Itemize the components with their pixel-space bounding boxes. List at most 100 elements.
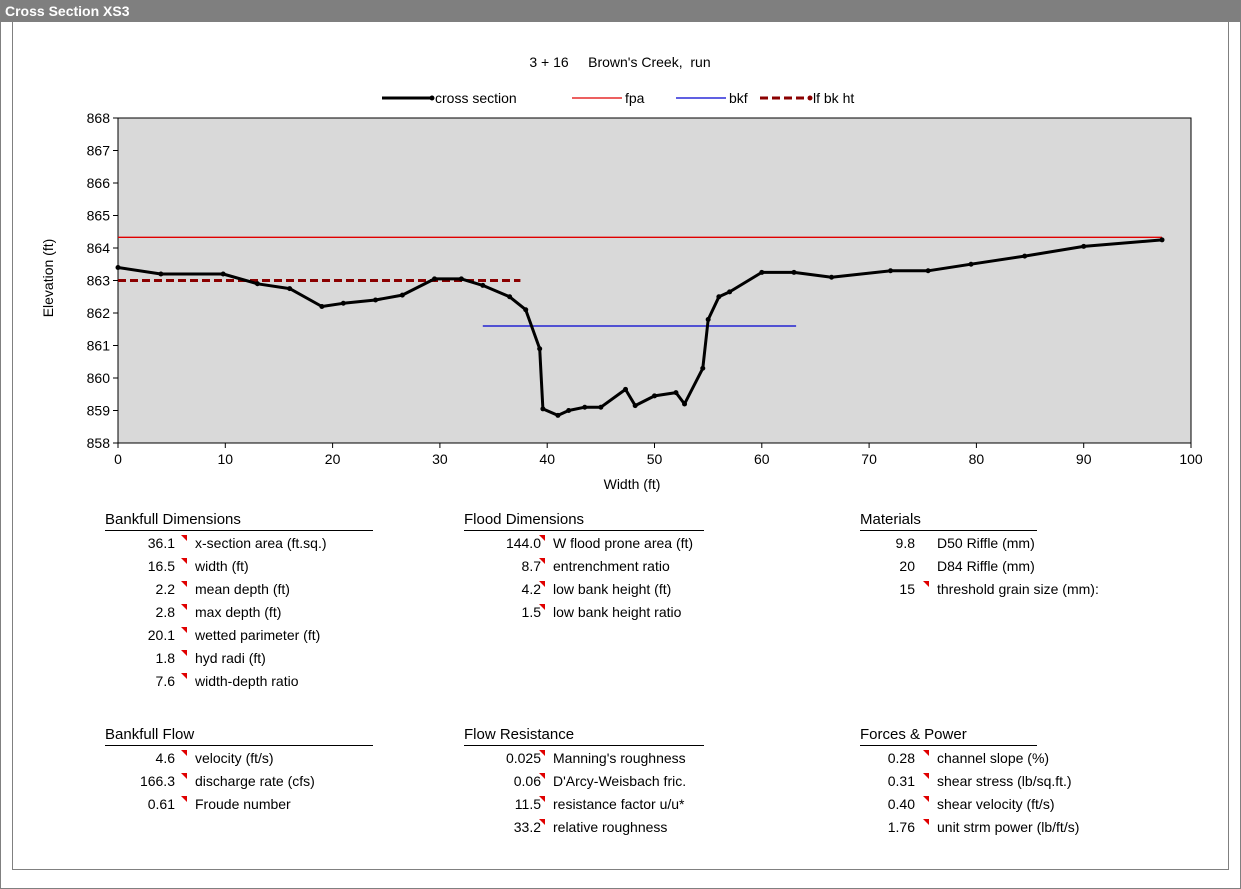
flow-resistance-row: 33.2 relative roughness: [0, 819, 1241, 842]
bankfull-flow-label: Froude number: [195, 796, 291, 812]
x-tick-label: 70: [861, 451, 877, 467]
materials-label: threshold grain size (mm):: [937, 581, 1099, 597]
series-cross-section-point: [1081, 243, 1087, 249]
forces-power-value: 0.40: [887, 796, 915, 812]
sheet-frame: [12, 22, 1229, 870]
series-cross-section-point: [537, 346, 543, 352]
series-cross-section-point: [705, 317, 711, 322]
series-cross-section-point: [582, 404, 588, 410]
bankfull-flow-label: velocity (ft/s): [195, 750, 274, 766]
series-cross-section-point: [399, 292, 405, 298]
series-cross-section-point: [319, 304, 325, 309]
series-cross-section-point: [507, 294, 513, 300]
flood-dimensions-row: 1.5 low bank height ratio: [0, 604, 1241, 627]
series-cross-section-point: [1159, 237, 1165, 243]
series-cross-section-point: [888, 268, 894, 274]
comment-flag-icon[interactable]: [539, 581, 545, 587]
series-cross-section-point: [523, 307, 529, 313]
comment-flag-icon[interactable]: [539, 819, 545, 825]
series-cross-section-point: [340, 300, 346, 306]
legend: cross section fpa bkf lf bk ht: [382, 90, 854, 106]
x-tick-label: 20: [325, 451, 341, 467]
comment-flag-icon[interactable]: [181, 581, 187, 587]
y-axis-label: Elevation (ft): [40, 239, 56, 318]
comment-flag-icon[interactable]: [539, 558, 545, 564]
series-cross-section-point: [458, 276, 464, 282]
comment-flag-icon[interactable]: [181, 535, 187, 541]
forces-power-value: 0.31: [887, 773, 915, 789]
plot-area: [117, 117, 1192, 444]
comment-flag-icon[interactable]: [181, 773, 187, 779]
comment-flag-icon[interactable]: [181, 673, 187, 679]
bankfull-dimensions-row: 36.1 x-section area (ft.sq.): [0, 535, 1241, 558]
bankfull-dimensions-label: hyd radi (ft): [195, 650, 266, 666]
comment-flag-icon[interactable]: [539, 750, 545, 756]
flood-dimensions-row: 4.2 low bank height (ft): [0, 581, 1241, 604]
y-tick-label: 858: [87, 435, 111, 451]
series-cross-section-point: [652, 393, 657, 399]
forces-power-label: unit strm power (lb/ft/s): [937, 819, 1080, 835]
flow-resistance-label: Manning's roughness: [553, 750, 686, 766]
legend-lf-bk-ht-marker: [807, 95, 813, 101]
forces-power-label: channel slope (%): [937, 750, 1050, 766]
flood-dimensions-value: 4.2: [521, 581, 541, 597]
legend-bkf-label: bkf: [729, 90, 748, 106]
cross-section-chart: 3 + 16 Brown's Creek, run cross section f…: [40, 54, 1203, 492]
y-tick-label: 863: [87, 273, 111, 289]
comment-flag-icon[interactable]: [923, 750, 929, 756]
comment-flag-icon[interactable]: [923, 581, 929, 587]
bankfull-flow-value: 166.3: [139, 773, 175, 789]
comment-flag-icon[interactable]: [181, 558, 187, 564]
y-tick-label: 860: [87, 370, 111, 386]
bankfull-dimensions-label: width-depth ratio: [195, 673, 299, 689]
comment-flag-icon[interactable]: [181, 796, 187, 802]
legend-lf-bk-ht-label: lf bk ht: [813, 90, 854, 106]
materials-title: Materials: [860, 511, 921, 528]
forces-power-row: 0.31 shear stress (lb/sq.ft.): [0, 773, 1241, 796]
bankfull-dimensions-label: width (ft): [195, 558, 249, 574]
chart-title: 3 + 16 Brown's Creek, run: [529, 54, 710, 70]
comment-flag-icon[interactable]: [539, 604, 545, 610]
comment-flag-icon[interactable]: [539, 796, 545, 802]
comment-flag-icon[interactable]: [181, 750, 187, 756]
x-tick-label: 40: [539, 451, 555, 467]
comment-flag-icon[interactable]: [181, 650, 187, 656]
series-cross-section-point: [480, 282, 486, 288]
bankfull-dimensions-value: 7.6: [155, 673, 175, 689]
flow-resistance-title: Flow Resistance: [464, 726, 575, 743]
materials-label: D50 Riffle (mm): [937, 535, 1035, 551]
flow-resistance-value: 11.5: [514, 796, 541, 812]
bankfull-dimensions-value: 2.8: [155, 604, 175, 620]
flow-resistance-row: 0.06 D'Arcy-Weisbach fric.: [0, 773, 1241, 796]
series-cross-section-point: [254, 281, 260, 287]
flood-dimensions-rule: [464, 530, 704, 531]
bankfull-dimensions-value: 16.5: [147, 558, 175, 574]
comment-flag-icon[interactable]: [923, 819, 929, 825]
y-tick-label: 865: [87, 208, 111, 224]
y-tick-label: 859: [87, 403, 111, 419]
bankfull-dimensions-label: wetted parimeter (ft): [195, 627, 321, 643]
flood-dimensions-label: low bank height (ft): [553, 581, 672, 597]
comment-flag-icon[interactable]: [539, 535, 545, 541]
comment-flag-icon[interactable]: [181, 604, 187, 610]
flood-dimensions-row: 8.7 entrenchment ratio: [0, 558, 1241, 581]
series-group: [115, 236, 1165, 418]
bankfull-dimensions-row: 20.1 wetted parimeter (ft): [0, 627, 1241, 650]
flow-resistance-label: D'Arcy-Weisbach fric.: [553, 773, 687, 789]
series-cross-section-point: [968, 261, 974, 267]
comment-flag-icon[interactable]: [539, 773, 545, 779]
x-tick-label: 90: [1076, 451, 1092, 467]
series-cross-section-point: [791, 269, 797, 275]
comment-flag-icon[interactable]: [181, 627, 187, 633]
comment-flag-icon[interactable]: [923, 796, 929, 802]
series-cross-section-point: [373, 297, 379, 303]
comment-flag-icon[interactable]: [923, 773, 929, 779]
series-cross-section-point: [158, 271, 164, 277]
series-cross-section-point: [759, 269, 765, 275]
bankfull-dimensions-label: mean depth (ft): [195, 581, 290, 597]
forces-power-row: 1.76 unit strm power (lb/ft/s): [0, 819, 1241, 842]
legend-fpa-label: fpa: [625, 90, 645, 106]
bankfull-flow-rule: [105, 745, 373, 746]
series-cross-section-point: [632, 403, 638, 409]
series-cross-section-point: [555, 412, 561, 418]
